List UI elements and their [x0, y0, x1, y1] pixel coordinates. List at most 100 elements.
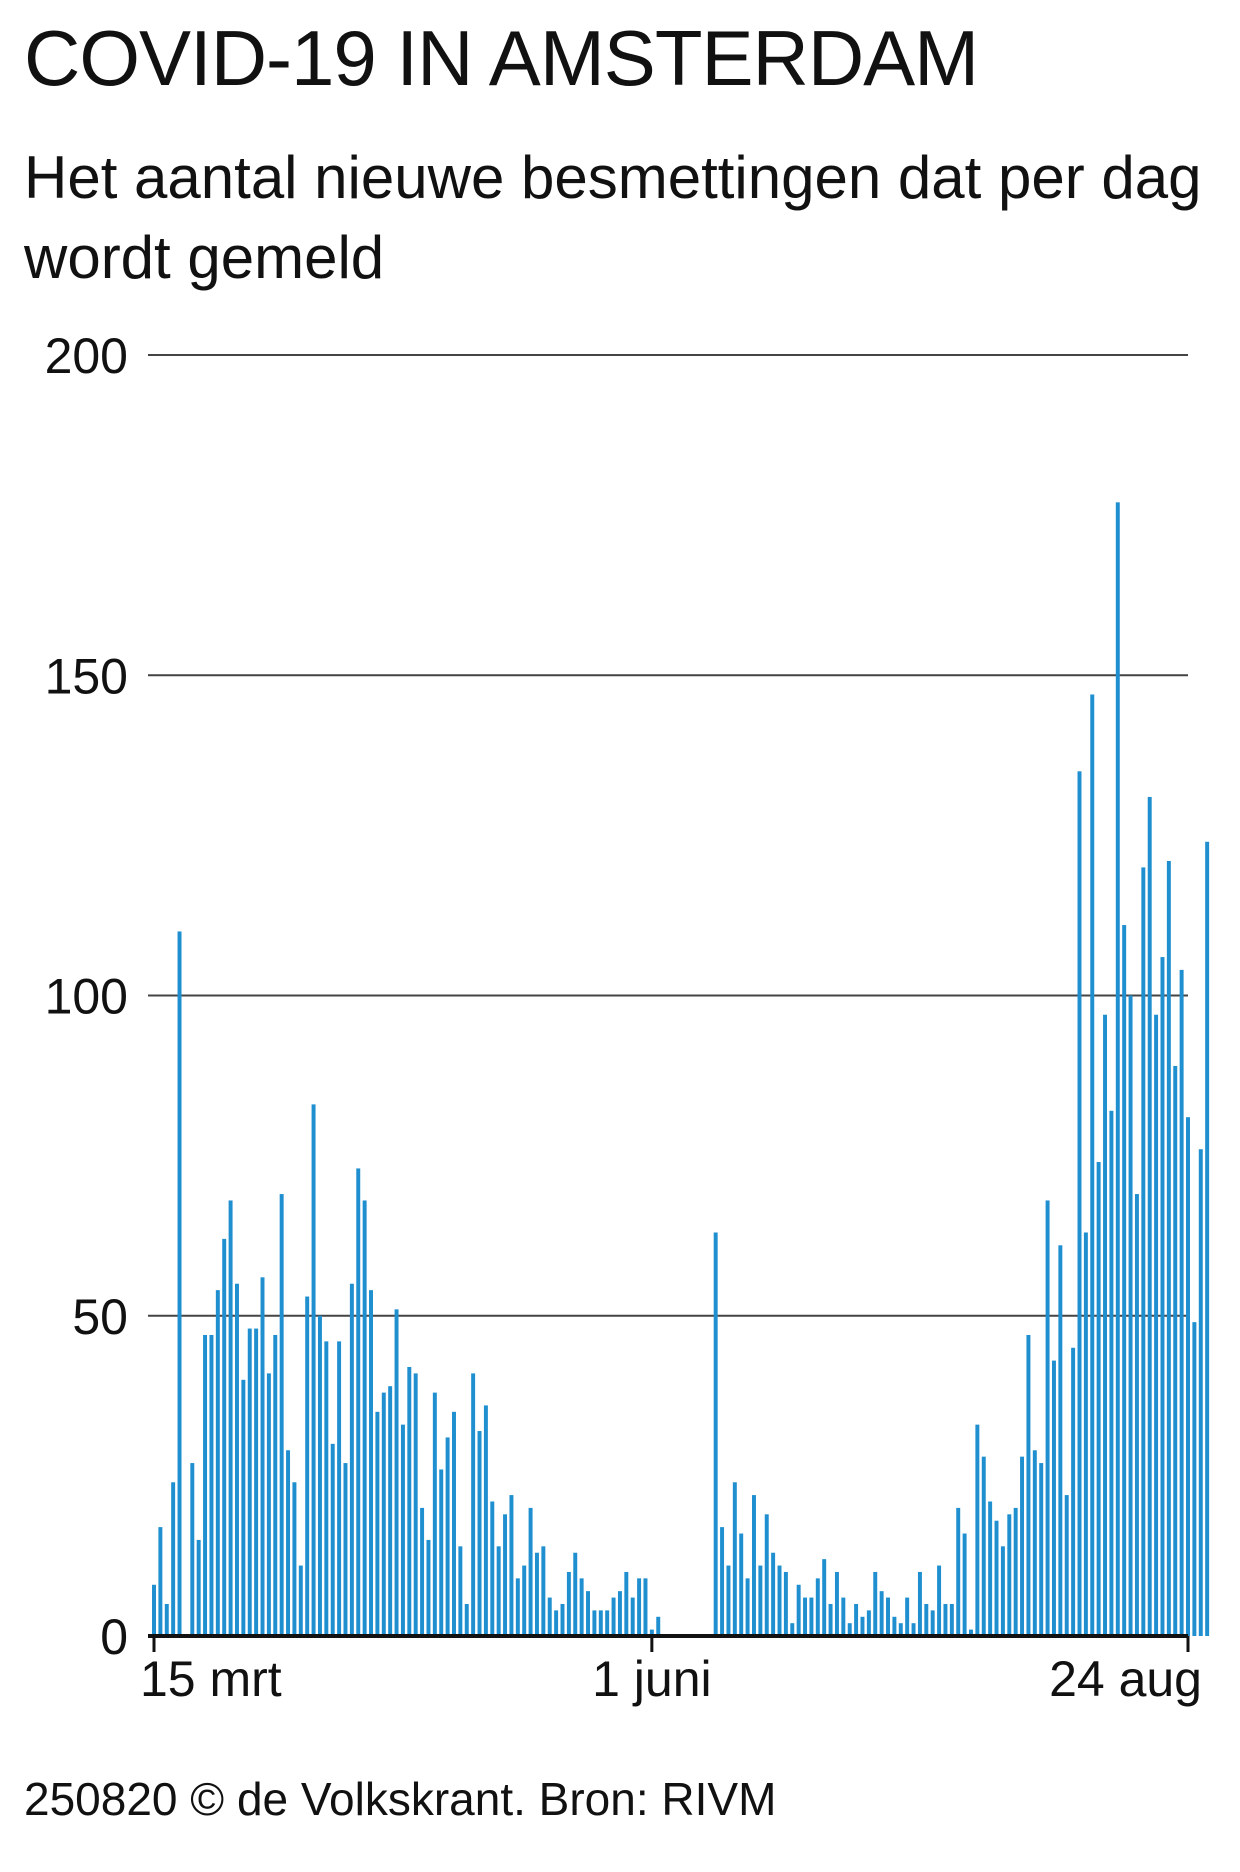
bar [1071, 1347, 1076, 1636]
bar [905, 1597, 910, 1636]
bar [834, 1571, 839, 1636]
bar [228, 1200, 233, 1636]
bar [509, 1495, 514, 1636]
bar [496, 1546, 501, 1636]
source-credit: 250820 © de Volkskrant. Bron: RIVM [24, 1773, 777, 1825]
x-tick-label: 24 aug [1049, 1651, 1202, 1707]
bar [873, 1571, 878, 1636]
bar [394, 1309, 399, 1636]
bar [566, 1571, 571, 1636]
bar [720, 1527, 725, 1636]
bar [617, 1591, 622, 1636]
bar [241, 1379, 246, 1636]
bar [656, 1616, 661, 1636]
bar [503, 1514, 508, 1636]
bar [337, 1341, 342, 1636]
y-tick-label: 50 [72, 1289, 128, 1345]
bar [1045, 1200, 1050, 1636]
bar [279, 1194, 284, 1636]
bar [388, 1386, 393, 1636]
bar [292, 1482, 297, 1636]
bar [713, 1232, 718, 1636]
bar [975, 1424, 980, 1636]
bar [726, 1565, 731, 1636]
bar [777, 1565, 782, 1636]
bar [420, 1507, 425, 1636]
bar [949, 1603, 954, 1636]
bar [1128, 995, 1133, 1636]
bar [407, 1366, 412, 1636]
bar [375, 1411, 380, 1636]
bar [215, 1290, 220, 1636]
bar [560, 1603, 565, 1636]
bar [152, 1584, 156, 1636]
bar [534, 1552, 539, 1636]
bar [1000, 1546, 1005, 1636]
y-tick-label: 200 [45, 328, 128, 384]
y-tick-label: 0 [100, 1609, 128, 1665]
bar [1179, 969, 1184, 1636]
bar [1026, 1334, 1031, 1636]
bar [266, 1373, 271, 1636]
bar [611, 1597, 616, 1636]
bar [298, 1565, 303, 1636]
bar [930, 1610, 935, 1636]
bar [177, 931, 182, 1636]
bar [1077, 771, 1082, 1636]
bar [203, 1334, 208, 1636]
bar [637, 1578, 642, 1636]
bar [847, 1623, 852, 1636]
bar [630, 1597, 635, 1636]
bar [732, 1482, 737, 1636]
bar [1192, 1322, 1197, 1636]
bar [598, 1610, 603, 1636]
bar [490, 1501, 495, 1636]
bar [937, 1565, 942, 1636]
bar [790, 1623, 795, 1636]
bar [809, 1597, 814, 1636]
x-tick-label: 15 mrt [140, 1651, 282, 1707]
bar [171, 1482, 176, 1636]
bar [1020, 1456, 1025, 1636]
bar [400, 1424, 405, 1636]
bar [1198, 1149, 1203, 1636]
bar [452, 1411, 456, 1636]
bar [886, 1597, 890, 1636]
bar [381, 1392, 386, 1636]
bar [579, 1578, 584, 1636]
chart-title: COVID-19 IN AMSTERDAM [24, 14, 979, 102]
y-axis-labels: 0 50 100 150 200 [45, 328, 128, 1665]
bar [586, 1591, 591, 1636]
bar [483, 1405, 488, 1636]
bar [286, 1450, 291, 1636]
gridlines [148, 354, 1188, 1317]
bar [515, 1578, 520, 1636]
bar [1039, 1463, 1044, 1636]
x-tick-label: 1 juni [592, 1651, 712, 1707]
bar [209, 1334, 214, 1636]
bar [311, 1104, 316, 1636]
bar [317, 1315, 322, 1636]
bar [815, 1578, 820, 1636]
bar [892, 1616, 897, 1636]
bar [592, 1610, 597, 1636]
bar [522, 1565, 527, 1636]
bar [943, 1603, 948, 1636]
bar [349, 1283, 354, 1636]
bars [152, 502, 1210, 1636]
bar [1083, 1232, 1088, 1636]
bar [362, 1200, 367, 1636]
bar [222, 1238, 227, 1636]
bar [898, 1623, 903, 1636]
bar [254, 1328, 259, 1636]
bar [1160, 957, 1165, 1636]
bar [247, 1328, 252, 1636]
bar [860, 1616, 865, 1636]
bar [1109, 1110, 1114, 1636]
bar [413, 1373, 418, 1636]
bar [988, 1501, 993, 1636]
bar [758, 1565, 763, 1636]
bar [866, 1610, 871, 1636]
bar [796, 1584, 801, 1636]
